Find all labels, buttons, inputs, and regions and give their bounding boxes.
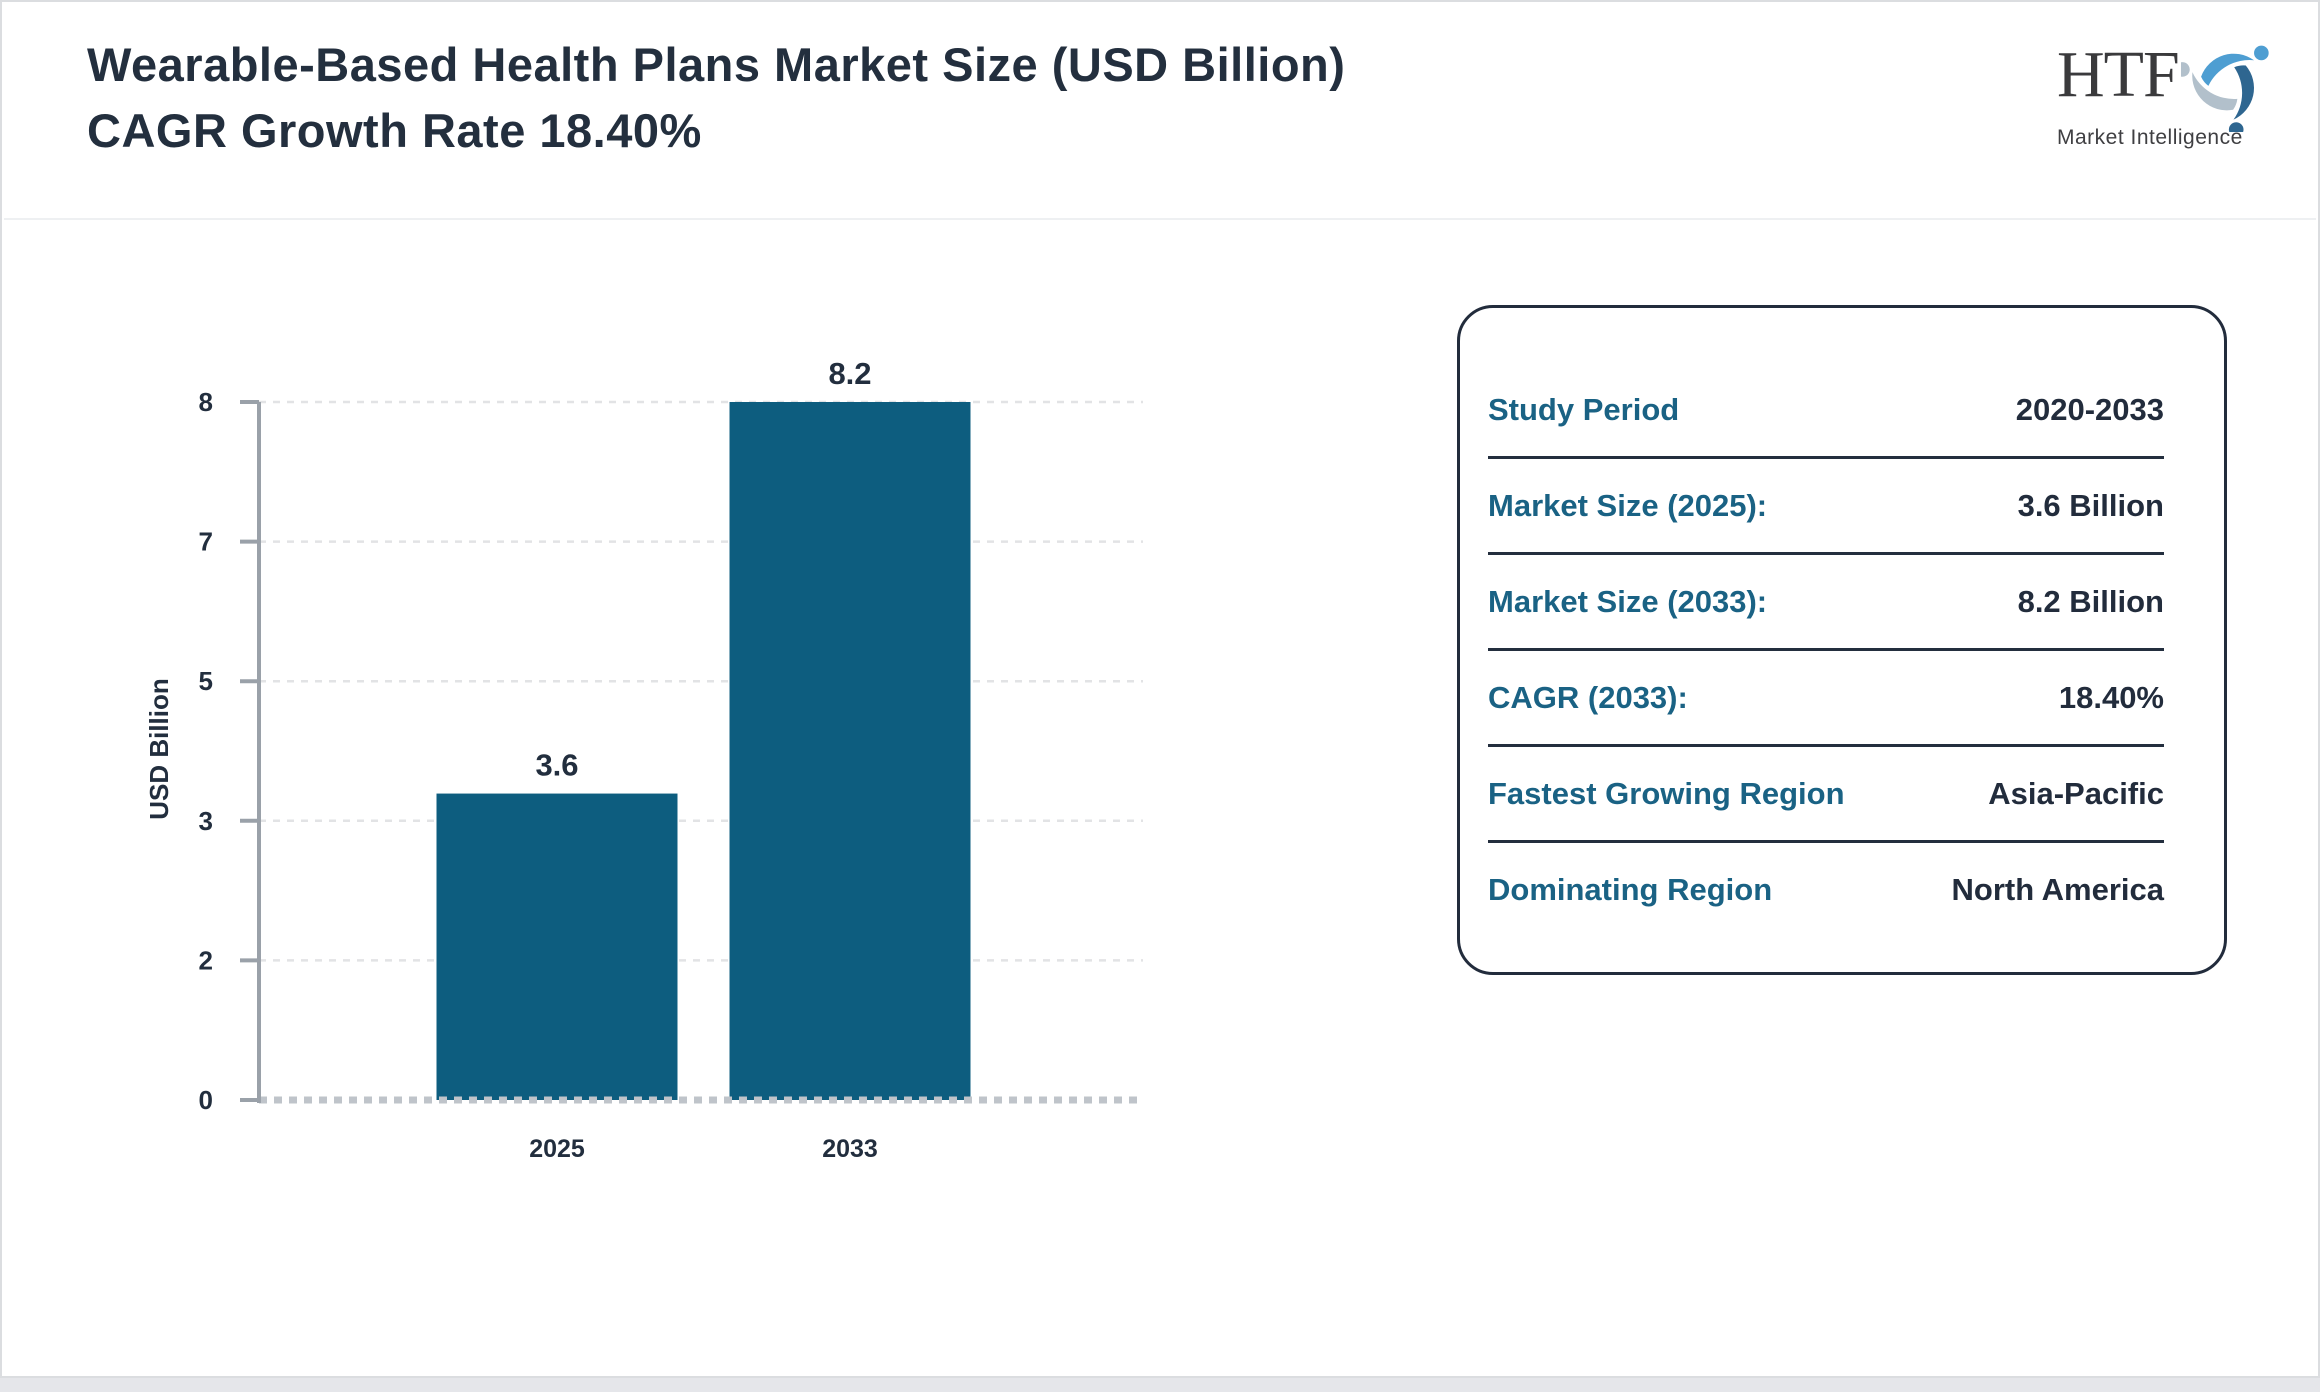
info-value: North America xyxy=(1951,871,2164,907)
info-row-market-size-2025: Market Size (2025): 3.6 Billion xyxy=(1488,459,2164,555)
x-category-label-2033: 2033 xyxy=(822,1135,878,1163)
info-value: Asia-Pacific xyxy=(1988,775,2164,811)
bar-2033 xyxy=(729,402,971,1100)
page-title: Wearable-Based Health Plans Market Size … xyxy=(87,38,1346,157)
htf-logo: HTF Market Intelligence xyxy=(2057,34,2272,150)
y-tick-label-3: 3 xyxy=(199,806,213,836)
info-label: Dominating Region xyxy=(1488,871,1773,907)
y-tick-label-7: 7 xyxy=(199,527,213,557)
bar-2025 xyxy=(436,793,678,1100)
y-tick-label-0: 0 xyxy=(199,1085,213,1115)
info-row-study-period: Study Period 2020-2033 xyxy=(1488,363,2164,459)
logo-caption: Market Intelligence xyxy=(2057,126,2243,149)
logo-swirl-icon xyxy=(2180,45,2272,132)
info-value: 8.2 Billion xyxy=(2017,583,2164,619)
info-label: CAGR (2033): xyxy=(1488,679,1688,715)
info-label: Fastest Growing Region xyxy=(1488,775,1845,811)
bar-chart-svg: 3.6 8.2 0 2 3 5 7 8 2025 2033 USD Billion xyxy=(144,356,1143,1163)
info-label: Market Size (2025): xyxy=(1488,487,1768,523)
info-panel: Study Period 2020-2033 Market Size (2025… xyxy=(1457,305,2227,975)
info-value: 2020-2033 xyxy=(2015,391,2164,427)
info-row-cagr: CAGR (2033): 18.40% xyxy=(1488,651,2164,747)
header-divider xyxy=(4,218,2316,220)
logo-acronym: HTF xyxy=(2057,38,2180,111)
x-category-label-2025: 2025 xyxy=(529,1135,585,1163)
y-tick-label-2: 2 xyxy=(199,945,213,975)
bar-value-label-2025: 3.6 xyxy=(535,748,578,783)
y-axis-title: USD Billion xyxy=(144,678,174,820)
info-label: Study Period xyxy=(1488,391,1680,427)
info-value: 18.40% xyxy=(2058,679,2164,715)
info-row-dominating-region: Dominating Region North America xyxy=(1488,843,2164,936)
info-row-fastest-growing-region: Fastest Growing Region Asia-Pacific xyxy=(1488,747,2164,843)
info-label: Market Size (2033): xyxy=(1488,583,1768,619)
y-tick-label-5: 5 xyxy=(199,666,213,696)
info-row-market-size-2033: Market Size (2033): 8.2 Billion xyxy=(1488,555,2164,651)
info-value: 3.6 Billion xyxy=(2017,487,2164,523)
bar-value-label-2033: 8.2 xyxy=(828,356,871,391)
logo-figure-top xyxy=(2200,45,2269,86)
bar-chart: 3.6 8.2 0 2 3 5 7 8 2025 2033 USD Billion xyxy=(2,232,1252,1242)
y-tick-label-8: 8 xyxy=(199,387,213,417)
